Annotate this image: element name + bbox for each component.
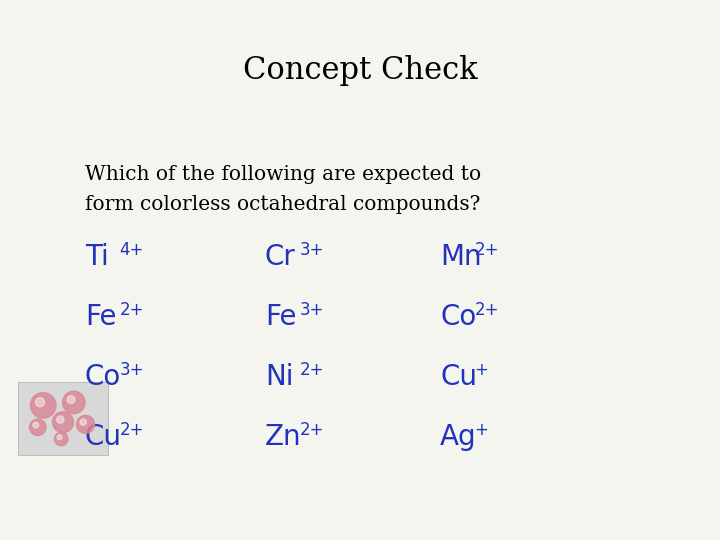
Text: 3+: 3+ — [120, 361, 144, 379]
Text: Fe: Fe — [85, 303, 117, 331]
Circle shape — [33, 422, 39, 428]
Text: 3+: 3+ — [300, 301, 324, 319]
Circle shape — [55, 432, 68, 445]
Circle shape — [30, 393, 56, 418]
Text: Zn: Zn — [265, 423, 302, 451]
Text: Mn: Mn — [440, 243, 482, 271]
Text: Which of the following are expected to: Which of the following are expected to — [85, 165, 481, 184]
Text: 4+: 4+ — [120, 241, 144, 259]
Bar — [18, 382, 108, 455]
Circle shape — [63, 391, 85, 414]
Text: 2+: 2+ — [474, 301, 499, 319]
Circle shape — [53, 411, 73, 433]
Text: +: + — [474, 361, 488, 379]
Circle shape — [35, 397, 45, 407]
Text: Ni: Ni — [265, 363, 294, 391]
Text: 2+: 2+ — [300, 421, 324, 438]
Text: Fe: Fe — [265, 303, 297, 331]
Circle shape — [30, 419, 46, 435]
Text: Cu: Cu — [440, 363, 477, 391]
Text: Cu: Cu — [85, 423, 122, 451]
Circle shape — [67, 396, 75, 403]
Circle shape — [57, 435, 62, 440]
Text: Cr: Cr — [265, 243, 296, 271]
Text: 2+: 2+ — [474, 241, 499, 259]
Text: 2+: 2+ — [300, 361, 324, 379]
Text: form colorless octahedral compounds?: form colorless octahedral compounds? — [85, 195, 480, 214]
Text: 3+: 3+ — [300, 241, 324, 259]
Text: Co: Co — [85, 363, 121, 391]
Text: Ag: Ag — [440, 423, 477, 451]
Text: 2+: 2+ — [120, 301, 144, 319]
Text: Ti: Ti — [85, 243, 109, 271]
Text: +: + — [474, 421, 488, 438]
Text: Co: Co — [440, 303, 476, 331]
Text: Concept Check: Concept Check — [243, 55, 477, 86]
Circle shape — [76, 415, 94, 433]
Text: 2+: 2+ — [120, 421, 144, 438]
Circle shape — [80, 419, 86, 425]
Circle shape — [57, 416, 64, 423]
